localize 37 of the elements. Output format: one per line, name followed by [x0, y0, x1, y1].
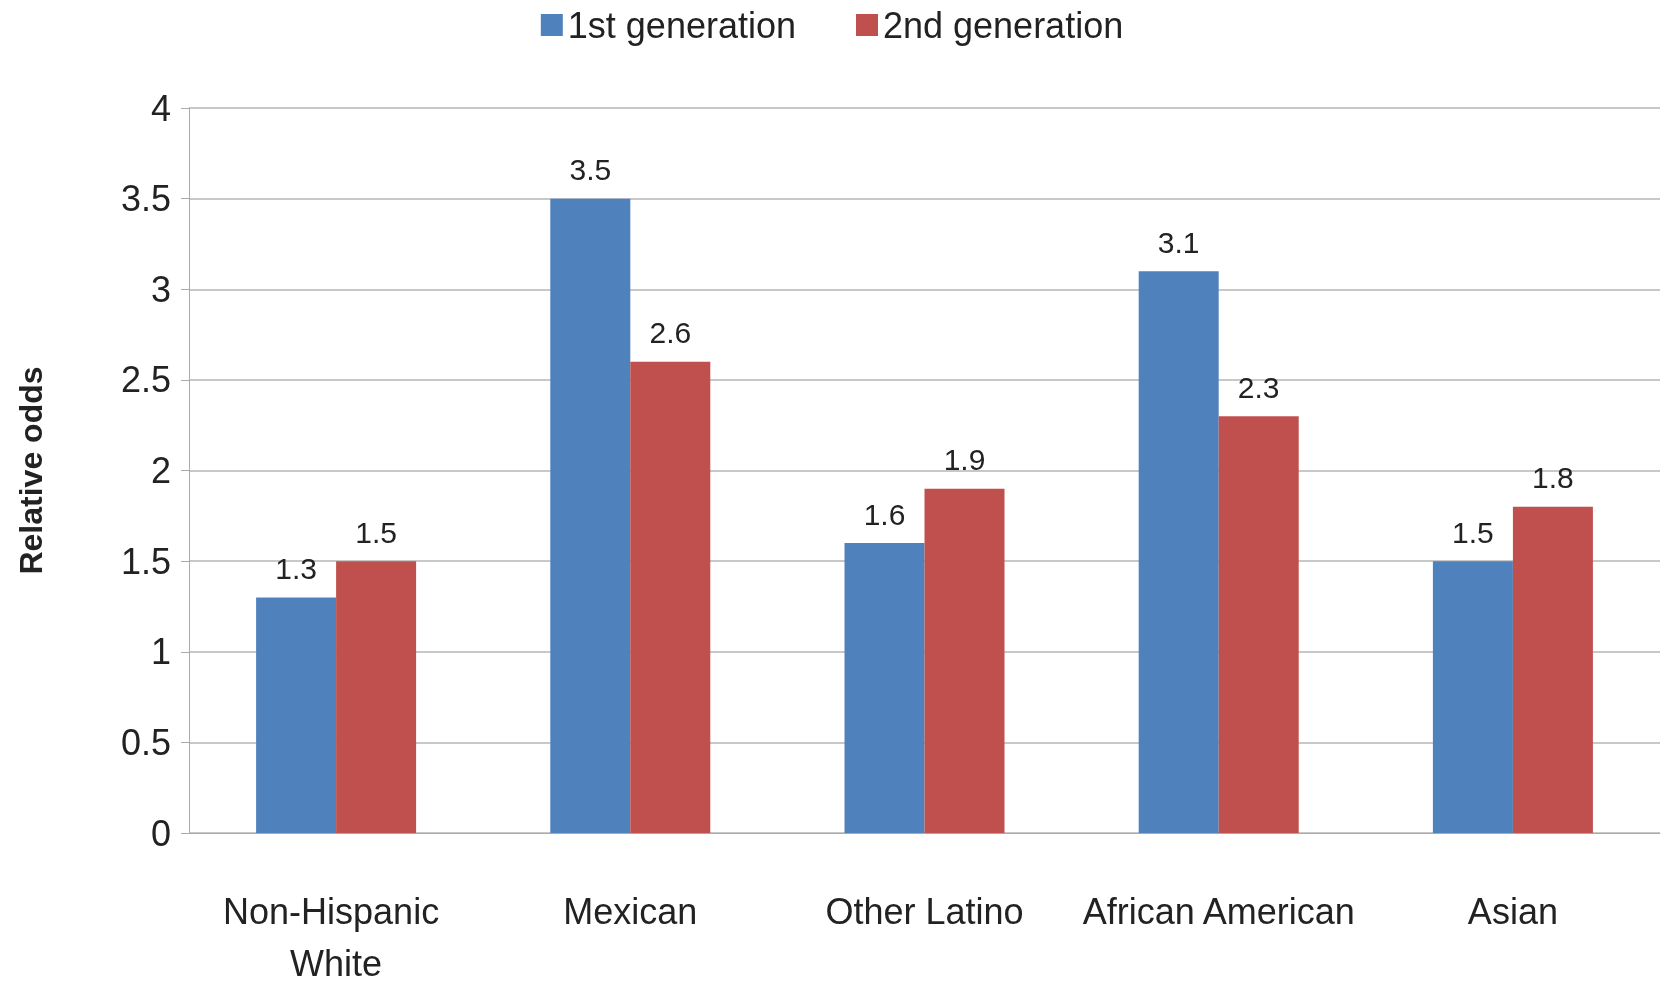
bar	[256, 597, 337, 833]
legend-label: 2nd generation	[882, 4, 1124, 46]
data-label: 2.6	[649, 316, 692, 350]
y-tick-label: 0	[150, 812, 171, 854]
data-label: 1.9	[943, 443, 986, 477]
data-label: 3.1	[1157, 225, 1200, 259]
data-label: 1.6	[863, 497, 906, 531]
bar	[844, 543, 925, 833]
y-tick-label: 3	[150, 268, 171, 310]
x-tick-label: Asian	[1467, 890, 1558, 932]
bar	[550, 198, 631, 833]
bar	[1512, 506, 1593, 833]
bar	[336, 561, 417, 833]
y-tick-label: 2	[150, 450, 171, 491]
bar	[1432, 561, 1513, 833]
legend-label: 1st generation	[567, 4, 796, 46]
y-axis-title: Relative odds	[13, 366, 49, 575]
bar	[1218, 416, 1299, 833]
y-tick-label: 1.5	[120, 540, 171, 582]
x-tick-label: Mexican	[563, 890, 698, 932]
data-label: 2.3	[1237, 370, 1280, 404]
x-tick-label: Non-Hispanic White	[223, 890, 450, 984]
data-label: 3.5	[569, 153, 612, 187]
bar	[1138, 271, 1219, 833]
y-tick-label: 4	[150, 87, 171, 129]
data-label: 1.3	[275, 551, 317, 585]
data-label: 1.8	[1532, 461, 1574, 495]
data-label: 1.5	[1452, 515, 1494, 549]
y-tick-label: 0.5	[120, 721, 171, 763]
x-tick-label: African American	[1082, 890, 1355, 932]
data-label: 1.5	[355, 515, 397, 549]
y-tick-label: 1	[150, 631, 171, 673]
bar	[630, 361, 711, 833]
bar	[924, 488, 1005, 833]
y-tick-label: 2.5	[120, 359, 171, 401]
x-tick-label: Other Latino	[825, 890, 1024, 932]
y-tick-label: 3.5	[120, 178, 171, 220]
